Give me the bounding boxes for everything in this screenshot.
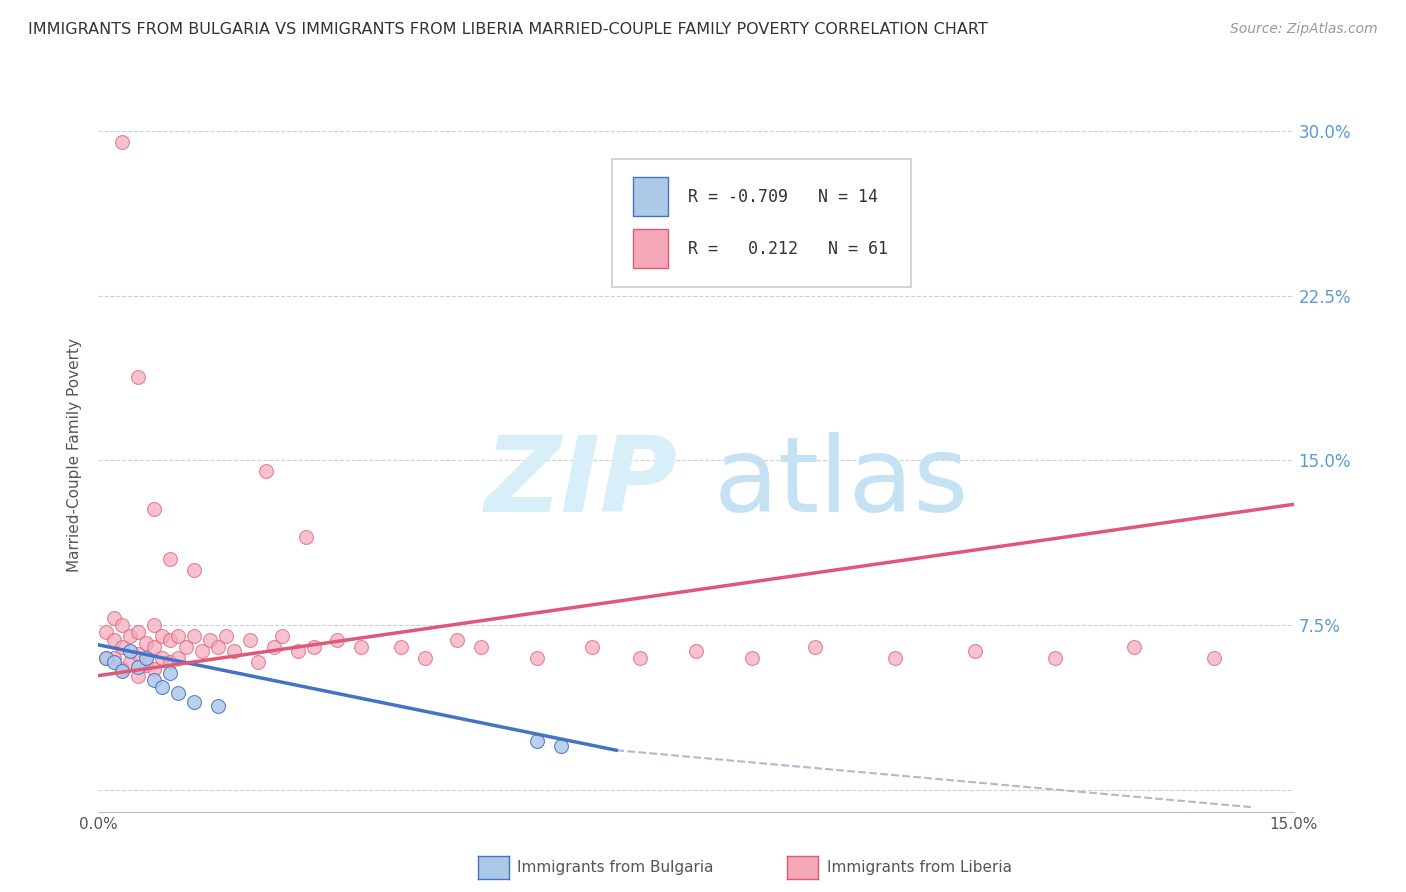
Point: [526, 734, 548, 748]
Point: [127, 660, 149, 674]
Point: [96, 651, 118, 665]
Point: [159, 666, 181, 681]
Point: [628, 651, 651, 665]
Point: [470, 640, 492, 654]
Point: [183, 563, 205, 577]
Point: [127, 624, 149, 639]
Point: [143, 501, 166, 516]
Point: [270, 629, 292, 643]
Point: [111, 664, 134, 678]
Point: [1043, 651, 1066, 665]
Point: [183, 695, 205, 709]
Point: [246, 656, 269, 670]
Point: [215, 629, 238, 643]
Point: [96, 624, 118, 639]
Point: [350, 640, 373, 654]
Point: [207, 699, 229, 714]
Point: [685, 644, 707, 658]
Point: [143, 673, 166, 687]
Point: [127, 647, 149, 661]
Point: [167, 651, 190, 665]
Point: [120, 644, 142, 658]
Point: [198, 633, 221, 648]
Point: [96, 651, 118, 665]
Point: [741, 651, 763, 665]
Point: [103, 651, 125, 665]
Point: [581, 640, 603, 654]
Point: [550, 739, 572, 753]
Point: [1202, 651, 1225, 665]
Point: [143, 662, 166, 676]
Point: [150, 629, 173, 643]
Point: [884, 651, 907, 665]
Bar: [633, 177, 668, 216]
Point: [120, 629, 142, 643]
Point: [294, 530, 316, 544]
Point: [254, 464, 277, 478]
Point: [103, 656, 125, 670]
Text: Immigrants from Bulgaria: Immigrants from Bulgaria: [517, 861, 714, 875]
Point: [159, 633, 181, 648]
Point: [120, 656, 142, 670]
Point: [804, 640, 827, 654]
Text: R = -0.709   N = 14: R = -0.709 N = 14: [688, 187, 877, 205]
Point: [167, 629, 190, 643]
Text: R =   0.212   N = 61: R = 0.212 N = 61: [688, 240, 887, 258]
Point: [135, 651, 157, 665]
Point: [159, 656, 181, 670]
Point: [103, 633, 125, 648]
Point: [143, 618, 166, 632]
Point: [191, 644, 214, 658]
Point: [174, 640, 197, 654]
Point: [963, 644, 986, 658]
Text: Immigrants from Liberia: Immigrants from Liberia: [827, 861, 1012, 875]
Point: [135, 635, 157, 649]
Point: [111, 662, 134, 676]
Point: [263, 640, 285, 654]
Point: [302, 640, 325, 654]
Point: [239, 633, 262, 648]
Point: [167, 686, 190, 700]
Point: [150, 680, 173, 694]
Point: [103, 611, 125, 625]
Point: [150, 651, 173, 665]
Point: [135, 657, 157, 672]
Text: IMMIGRANTS FROM BULGARIA VS IMMIGRANTS FROM LIBERIA MARRIED-COUPLE FAMILY POVERT: IMMIGRANTS FROM BULGARIA VS IMMIGRANTS F…: [28, 22, 988, 37]
Text: atlas: atlas: [714, 433, 969, 534]
Point: [127, 370, 149, 384]
Point: [143, 640, 166, 654]
Point: [159, 552, 181, 566]
Point: [446, 633, 468, 648]
Point: [183, 629, 205, 643]
Point: [287, 644, 309, 658]
Point: [111, 135, 134, 149]
FancyBboxPatch shape: [613, 159, 911, 287]
Point: [127, 668, 149, 682]
Point: [326, 633, 349, 648]
Point: [413, 651, 436, 665]
Point: [222, 644, 245, 658]
Point: [526, 651, 548, 665]
Point: [1123, 640, 1146, 654]
Text: ZIP: ZIP: [485, 433, 678, 534]
Point: [207, 640, 229, 654]
Text: Source: ZipAtlas.com: Source: ZipAtlas.com: [1230, 22, 1378, 37]
Y-axis label: Married-Couple Family Poverty: Married-Couple Family Poverty: [67, 338, 83, 572]
Point: [389, 640, 412, 654]
Point: [111, 618, 134, 632]
Point: [111, 640, 134, 654]
Bar: [633, 228, 668, 268]
